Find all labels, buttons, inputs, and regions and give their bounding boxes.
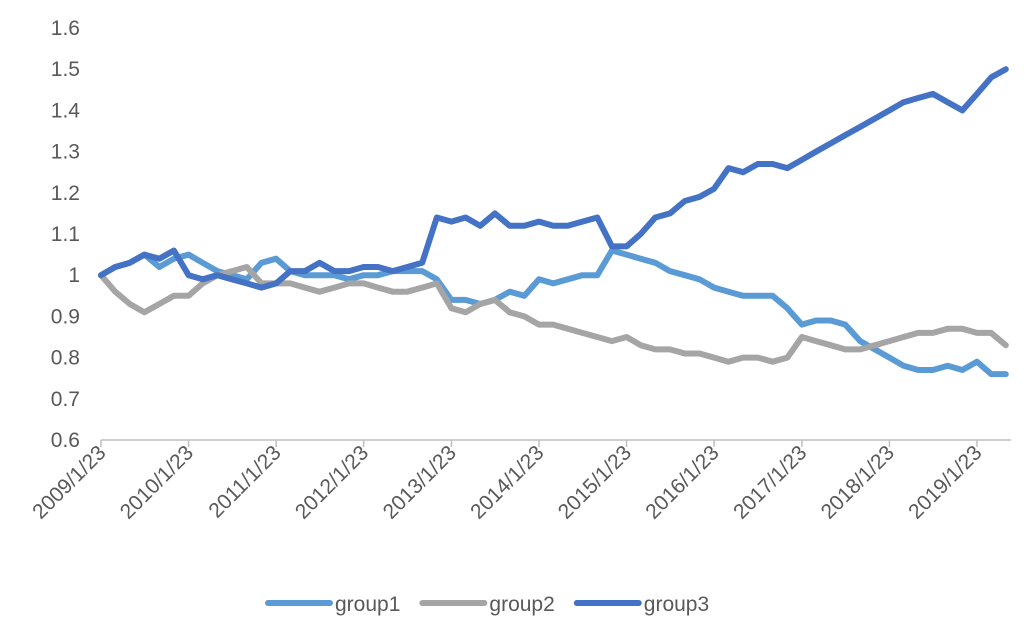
x-axis-tick-labels: 2009/1/23 2010/1/23 2011/1/23 2012/1/23 2013… (28, 441, 986, 523)
x-tick-label: 2011/1/23 (204, 441, 285, 522)
y-axis-ticks: 0.6 0.7 0.8 0.9 1 1.1 1.2 1.3 1.4 1.5 1.6 (51, 17, 81, 452)
y-tick-label: 0.6 (51, 429, 80, 452)
series-line-group2 (98, 264, 1009, 365)
x-tick-label: 2018/1/23 (817, 441, 899, 523)
x-tick-label: 2009/1/23 (28, 441, 110, 523)
y-tick-label: 1.2 (51, 182, 80, 205)
x-tick-label: 2012/1/23 (291, 441, 373, 523)
x-tick-label: 2015/1/23 (554, 441, 636, 523)
y-tick-label: 1 (68, 264, 80, 287)
x-tick-label: 2010/1/23 (116, 441, 198, 523)
series-lines (98, 66, 1009, 378)
y-tick-label: 0.8 (51, 347, 80, 370)
x-tick-label: 2019/1/23 (904, 441, 986, 523)
y-tick-label: 1.5 (51, 58, 80, 81)
y-tick-label: 0.9 (51, 305, 80, 328)
legend-label-group3: group3 (644, 593, 709, 616)
y-tick-label: 1.6 (51, 17, 80, 40)
x-tick-label: 2013/1/23 (379, 441, 461, 523)
y-tick-label: 1.4 (51, 99, 81, 122)
series-line-group3 (98, 66, 1009, 291)
legend-label-group2: group2 (489, 593, 554, 616)
y-tick-label: 1.1 (51, 223, 80, 246)
x-tick-label: 2016/1/23 (641, 441, 723, 523)
legend: group1 group2 group3 (265, 593, 709, 616)
y-tick-label: 0.7 (51, 388, 80, 411)
legend-label-group1: group1 (335, 593, 400, 616)
y-tick-label: 1.3 (51, 141, 80, 164)
x-tick-label: 2017/1/23 (729, 441, 811, 523)
x-tick-label: 2014/1/23 (466, 441, 548, 523)
x-axis-ticks (100, 440, 978, 447)
